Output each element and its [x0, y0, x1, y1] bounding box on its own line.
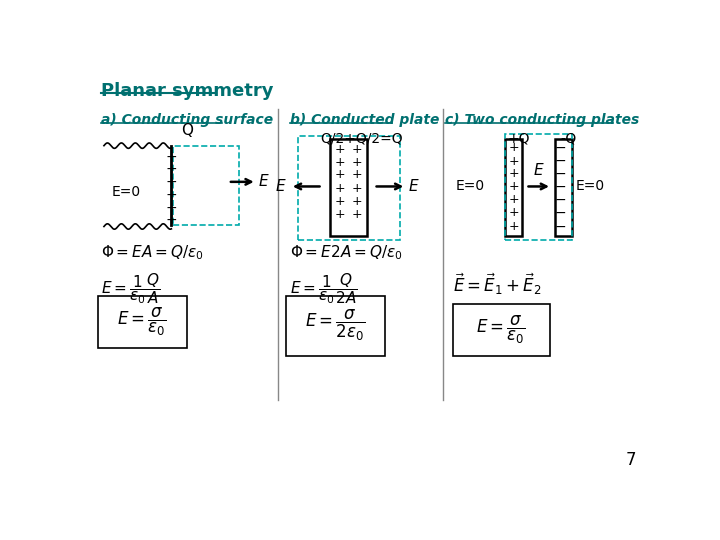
- Text: +: +: [508, 180, 519, 193]
- Text: −: −: [554, 193, 566, 206]
- Text: +: +: [166, 201, 177, 215]
- Text: −: −: [554, 206, 566, 220]
- Bar: [173, 146, 239, 225]
- Text: Planar symmetry: Planar symmetry: [101, 82, 274, 100]
- Text: $E = \dfrac{\sigma}{\varepsilon_0}$: $E = \dfrac{\sigma}{\varepsilon_0}$: [117, 306, 167, 338]
- Text: +: +: [508, 220, 519, 233]
- Text: +: +: [334, 168, 345, 181]
- Text: +: +: [508, 167, 519, 180]
- Text: −: −: [554, 154, 566, 168]
- Text: +: +: [508, 193, 519, 206]
- Text: +: +: [334, 195, 345, 208]
- Text: Q: Q: [181, 123, 193, 138]
- Text: E: E: [259, 174, 269, 190]
- Text: −: −: [554, 141, 566, 155]
- Text: +: +: [508, 154, 519, 167]
- Text: +: +: [351, 181, 362, 194]
- Text: E=0: E=0: [456, 179, 485, 193]
- Text: +: +: [508, 141, 519, 154]
- Bar: [98, 296, 187, 348]
- Text: E: E: [408, 179, 418, 194]
- Bar: [286, 296, 385, 356]
- Text: +: +: [166, 175, 177, 189]
- Text: +: +: [334, 181, 345, 194]
- Text: E=0: E=0: [112, 185, 141, 199]
- Text: E: E: [534, 163, 544, 178]
- Text: -Q: -Q: [561, 132, 577, 146]
- Text: $E = \dfrac{1}{\varepsilon_0}\dfrac{Q}{A}$: $E = \dfrac{1}{\varepsilon_0}\dfrac{Q}{A…: [101, 271, 161, 306]
- Text: +: +: [351, 143, 362, 156]
- Bar: [330, 139, 367, 236]
- Text: +: +: [334, 156, 345, 169]
- Text: +: +: [166, 188, 177, 202]
- Text: +: +: [166, 213, 177, 227]
- Text: +: +: [351, 156, 362, 169]
- Text: +: +: [166, 150, 177, 164]
- Bar: [453, 303, 549, 356]
- Text: −: −: [554, 179, 566, 193]
- Text: 7: 7: [626, 451, 636, 469]
- Text: $\Phi = E2A = Q/\varepsilon_0$: $\Phi = E2A = Q/\varepsilon_0$: [290, 244, 402, 262]
- Text: $\vec{E} = \vec{E}_1 + \vec{E}_2$: $\vec{E} = \vec{E}_1 + \vec{E}_2$: [453, 271, 541, 296]
- Text: −: −: [554, 219, 566, 233]
- Bar: [505, 139, 523, 236]
- Text: $E = \dfrac{\sigma}{2\varepsilon_0}$: $E = \dfrac{\sigma}{2\varepsilon_0}$: [305, 308, 366, 343]
- Bar: [297, 137, 400, 240]
- Text: +: +: [334, 208, 345, 221]
- Text: −: −: [554, 166, 566, 180]
- Text: +: +: [351, 168, 362, 181]
- Text: $E = \dfrac{1}{\varepsilon_0}\dfrac{Q}{2A}$: $E = \dfrac{1}{\varepsilon_0}\dfrac{Q}{2…: [290, 271, 358, 306]
- Text: $E = \dfrac{\sigma}{\varepsilon_0}$: $E = \dfrac{\sigma}{\varepsilon_0}$: [476, 314, 526, 346]
- Text: +: +: [351, 195, 362, 208]
- Text: b) Conducted plate: b) Conducted plate: [290, 112, 439, 126]
- Text: Q/2+Q/2=Q: Q/2+Q/2=Q: [320, 132, 402, 146]
- Text: a) Conducting surface: a) Conducting surface: [101, 112, 273, 126]
- Bar: [505, 134, 572, 240]
- Text: E=0: E=0: [576, 179, 605, 193]
- Text: +: +: [508, 206, 519, 219]
- Text: +: +: [334, 143, 345, 156]
- Bar: [555, 139, 572, 236]
- Text: $\Phi = EA = Q/\varepsilon_0$: $\Phi = EA = Q/\varepsilon_0$: [101, 244, 204, 262]
- Text: c) Two conducting plates: c) Two conducting plates: [445, 112, 639, 126]
- Text: +Q: +Q: [508, 132, 530, 146]
- Text: +: +: [351, 208, 362, 221]
- Text: E: E: [276, 179, 285, 194]
- Text: +: +: [166, 162, 177, 176]
